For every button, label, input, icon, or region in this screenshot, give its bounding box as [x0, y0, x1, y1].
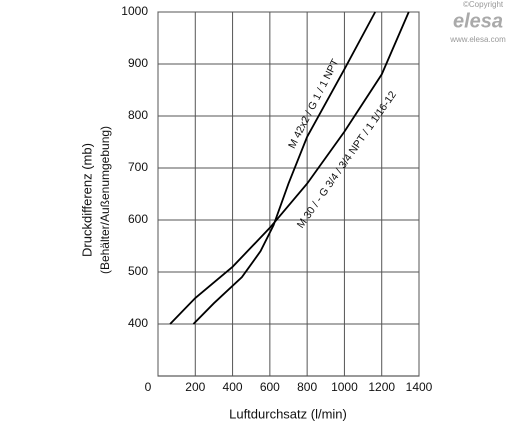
- x-tick-label: 800: [297, 380, 317, 394]
- x-axis-title: Luftdurchsatz (l/min): [229, 406, 347, 421]
- y-tick-label: 600: [128, 212, 148, 226]
- y-tick-label: 500: [128, 264, 148, 278]
- x-tick-label: 600: [260, 380, 280, 394]
- y-tick-label: 800: [128, 108, 148, 122]
- logo-url: www.elesa.com: [449, 35, 506, 44]
- y-tick-label: 400: [128, 316, 148, 330]
- x-tick-label: 400: [223, 380, 243, 394]
- series-line: [192, 11, 376, 325]
- x-tick-label: 1200: [368, 380, 395, 394]
- y-tick-label: 700: [128, 160, 148, 174]
- x-tick-label: 1000: [331, 380, 358, 394]
- x-tick-label: 200: [185, 380, 205, 394]
- y-axis-subtitle: (Behälter/Außenumgebung): [98, 126, 112, 274]
- logo-copyright: ©Copyright: [463, 0, 504, 9]
- series-line: [169, 11, 410, 325]
- y-tick-label: 900: [128, 56, 148, 70]
- x-tick-label: 1400: [406, 380, 433, 394]
- y-tick-label: 1000: [121, 4, 148, 18]
- logo-brand: elesa: [453, 10, 503, 32]
- x-tick-label: 0: [145, 380, 152, 394]
- series-label: M 42x2 / G 1 / 1 NPT: [286, 57, 342, 151]
- y-axis-title: Druckdifferenz (mb): [79, 143, 94, 257]
